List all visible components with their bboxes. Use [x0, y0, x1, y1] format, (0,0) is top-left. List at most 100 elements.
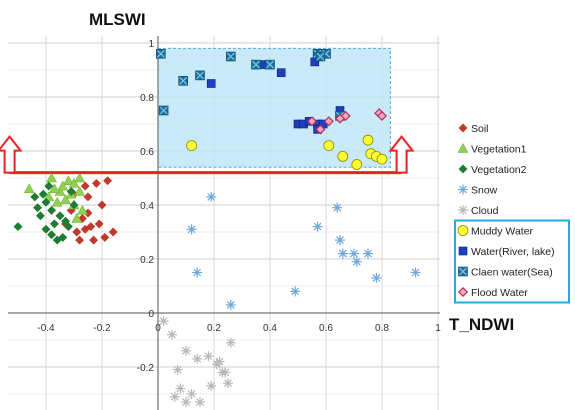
data-point-snow [349, 248, 359, 259]
data-point-claen-water-sea [158, 105, 169, 116]
data-point-vegetation1 [60, 194, 72, 204]
data-point-soil [89, 235, 99, 245]
data-point-cloud [206, 380, 217, 391]
data-point-cloud [175, 383, 186, 394]
data-point-vegetation2 [66, 186, 76, 197]
data-point-cloud [172, 364, 183, 375]
data-point-vegetation2 [38, 189, 48, 199]
y-tick-label: -0.2 [137, 363, 155, 374]
data-point-snow [332, 202, 343, 213]
data-point-flood-water [340, 110, 351, 121]
data-point-vegetation1 [57, 180, 69, 191]
data-point-soil [100, 232, 110, 242]
data-point-cloud [195, 397, 205, 408]
data-point-snow [192, 267, 203, 278]
data-point-vegetation1 [71, 212, 83, 223]
data-point-vegetation1 [74, 172, 86, 183]
legend-marker-claen-water-sea [458, 266, 468, 277]
x-tick-label: -0.4 [37, 323, 55, 334]
data-point-cloud [192, 353, 203, 364]
data-point-snow [410, 267, 421, 278]
legend-water-box [454, 219, 570, 304]
y-tick-label: 0.8 [140, 93, 154, 104]
data-point-snow [371, 272, 382, 283]
data-point-cloud [186, 389, 197, 399]
data-point-vegetation2 [33, 203, 43, 213]
data-point-cloud [225, 337, 236, 348]
data-point-muddy-water [376, 153, 388, 165]
data-point-flood-water [306, 116, 318, 127]
data-point-vegetation2 [63, 222, 73, 232]
water-region [157, 47, 391, 168]
threshold-arrow [0, 134, 23, 174]
data-point-claen-water-sea [226, 51, 236, 62]
data-point-cloud [220, 367, 231, 378]
data-point-snow [312, 221, 323, 232]
y-tick-label: 0.6 [140, 147, 154, 158]
legend-marker-vegetation2 [458, 164, 468, 174]
legend-label-claen-water-sea: Claen water(Sea) [471, 267, 553, 279]
data-point-vegetation1 [48, 183, 60, 194]
data-point-soil [77, 213, 87, 224]
data-point-snow [363, 248, 373, 259]
x-tick-label: -0.2 [93, 323, 111, 334]
data-point-cloud [223, 378, 233, 389]
data-point-vegetation1 [62, 175, 74, 185]
legend-label-vegetation1: Vegetation1 [471, 144, 527, 156]
data-point-muddy-water [186, 140, 198, 152]
legend-marker-flood-water [457, 286, 469, 298]
data-point-vegetation1 [74, 185, 86, 196]
data-point-vegetation2 [41, 197, 51, 207]
data-point-snow [186, 224, 197, 235]
data-point-soil [80, 224, 90, 234]
data-point-claen-water-sea [265, 59, 275, 70]
plot-area: -0.4 -0.2 0 0.2 0.4 0.6 0.8 1 -0.2 0 0.2 0.4 0.6 0.8 1 [0, 36, 441, 410]
y-tick-label: 0.4 [140, 201, 154, 212]
legend-marker-muddy-water [457, 225, 469, 236]
data-point-vegetation1 [76, 204, 88, 215]
data-point-vegetation1 [23, 183, 35, 194]
data-point-cloud [167, 329, 177, 340]
data-point-soil [97, 200, 107, 210]
data-point-muddy-water [351, 159, 363, 170]
data-point-vegetation1 [68, 177, 80, 188]
data-point-cloud [181, 397, 191, 408]
data-point-soil [83, 192, 93, 202]
data-point-vegetation2 [44, 181, 54, 191]
data-point-soil [72, 227, 82, 237]
data-point-soil [80, 181, 90, 191]
data-point-muddy-water [323, 140, 335, 152]
data-point-soil [75, 235, 85, 245]
data-point-vegetation2 [13, 222, 23, 232]
data-point-vegetation2 [58, 232, 68, 242]
data-point-snow [351, 256, 362, 267]
legend-label-water-river-lake: Water(River, lake) [471, 246, 555, 258]
data-point-water-river-lake [276, 68, 286, 77]
legend-marker-snow [458, 184, 468, 195]
data-point-claen-water-sea [195, 70, 205, 81]
data-point-soil [108, 227, 118, 237]
x-tick-label: 1 [435, 323, 441, 334]
y-axis-title: MLSWI [89, 10, 146, 29]
data-point-claen-water-sea [156, 48, 166, 59]
data-point-snow [206, 191, 217, 202]
y-tick-label: 0 [148, 309, 154, 320]
legend-label-soil: Soil [471, 123, 489, 135]
data-point-vegetation1 [46, 172, 58, 183]
legend-marker-soil [458, 123, 468, 133]
legend-marker-vegetation1 [457, 142, 469, 153]
data-point-vegetation2 [41, 224, 51, 234]
data-point-cloud [169, 391, 180, 402]
data-point-claen-water-sea [251, 59, 261, 70]
data-point-snow [225, 299, 236, 310]
legend-label-cloud: Cloud [471, 205, 499, 217]
x-axis-title: T_NDWI [449, 315, 514, 334]
x-tick-label: 0.4 [263, 323, 277, 334]
data-point-soil [91, 178, 101, 188]
data-point-cloud [158, 316, 169, 327]
data-point-vegetation2 [47, 230, 57, 240]
data-point-soil [103, 176, 113, 186]
data-point-soil [94, 219, 104, 229]
y-tick-label: 1 [148, 39, 154, 50]
